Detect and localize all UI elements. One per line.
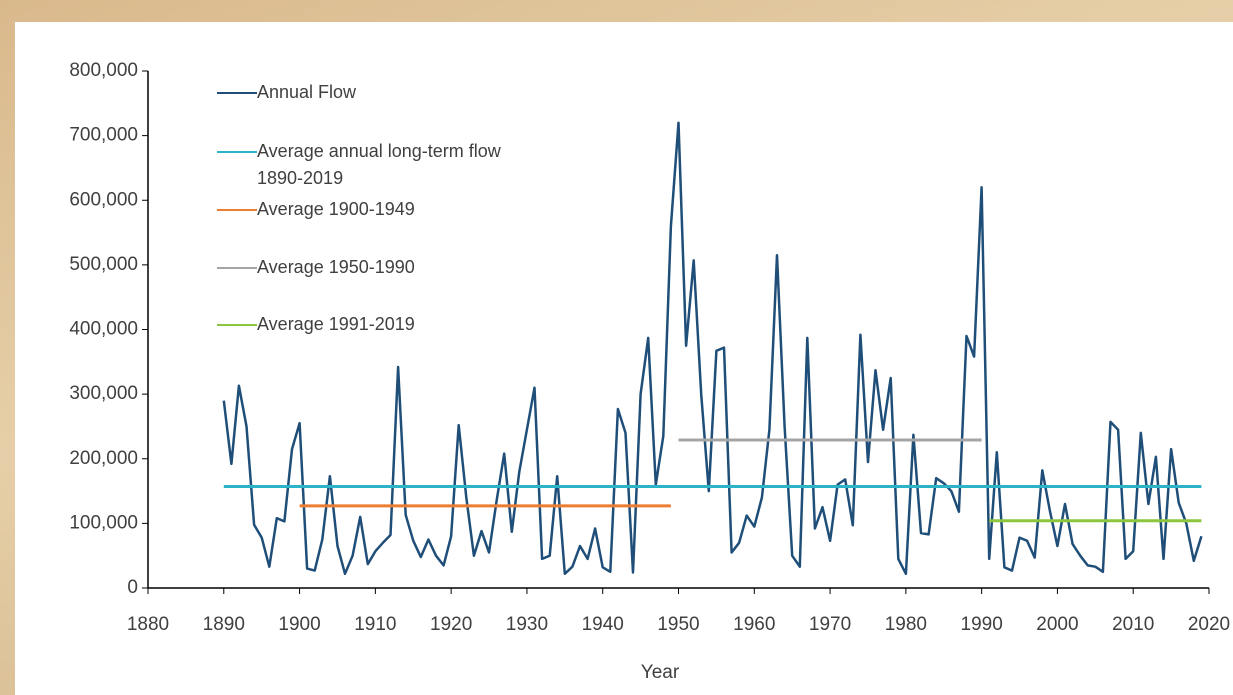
y-tick-label: 700,000 <box>69 125 138 146</box>
legend-swatch <box>217 92 257 94</box>
y-tick-label: 800,000 <box>69 60 138 81</box>
x-tick-label: 1930 <box>506 614 548 635</box>
x-tick-label: 1880 <box>127 614 169 635</box>
y-tick-label: 0 <box>127 577 138 598</box>
legend-item: Average annual long-term flow 1890-2019 <box>217 138 557 192</box>
y-tick-label: 600,000 <box>69 189 138 210</box>
x-tick-label: 1950 <box>657 614 699 635</box>
legend-label: Average 1991-2019 <box>257 314 415 334</box>
x-tick-label: 2000 <box>1036 614 1078 635</box>
legend-swatch <box>217 267 257 269</box>
x-tick-label: 2020 <box>1188 614 1230 635</box>
legend-swatch <box>217 324 257 326</box>
x-tick-label: 1970 <box>809 614 851 635</box>
legend-label: Average annual long-term flow 1890-2019 <box>257 141 501 188</box>
y-tick-label: 500,000 <box>69 254 138 275</box>
x-tick-label: 2010 <box>1112 614 1154 635</box>
y-tick-label: 100,000 <box>69 512 138 533</box>
x-tick-label: 1980 <box>885 614 927 635</box>
x-axis-label: Year <box>641 662 680 683</box>
legend-item: Annual Flow <box>217 79 557 106</box>
x-tick-label: 1900 <box>278 614 320 635</box>
y-tick-label: 300,000 <box>69 383 138 404</box>
legend-item: Average 1950-1990 <box>217 254 557 281</box>
x-tick-label: 1890 <box>203 614 245 635</box>
x-tick-label: 1990 <box>961 614 1003 635</box>
legend-swatch <box>217 151 257 153</box>
chart-panel <box>15 22 1233 695</box>
x-tick-label: 1940 <box>582 614 624 635</box>
legend-label: Average 1900-1949 <box>257 199 415 219</box>
legend-item: Average 1991-2019 <box>217 311 557 338</box>
x-tick-label: 1920 <box>430 614 472 635</box>
x-tick-label: 1910 <box>354 614 396 635</box>
legend-swatch <box>217 209 257 211</box>
y-tick-label: 400,000 <box>69 319 138 340</box>
series-line <box>222 121 1203 576</box>
x-tick-label: 1960 <box>733 614 775 635</box>
legend-label: Annual Flow <box>257 82 357 102</box>
legend-label: Average 1950-1990 <box>257 257 415 277</box>
y-tick-label: 200,000 <box>69 448 138 469</box>
legend-item: Average 1900-1949 <box>217 196 557 223</box>
